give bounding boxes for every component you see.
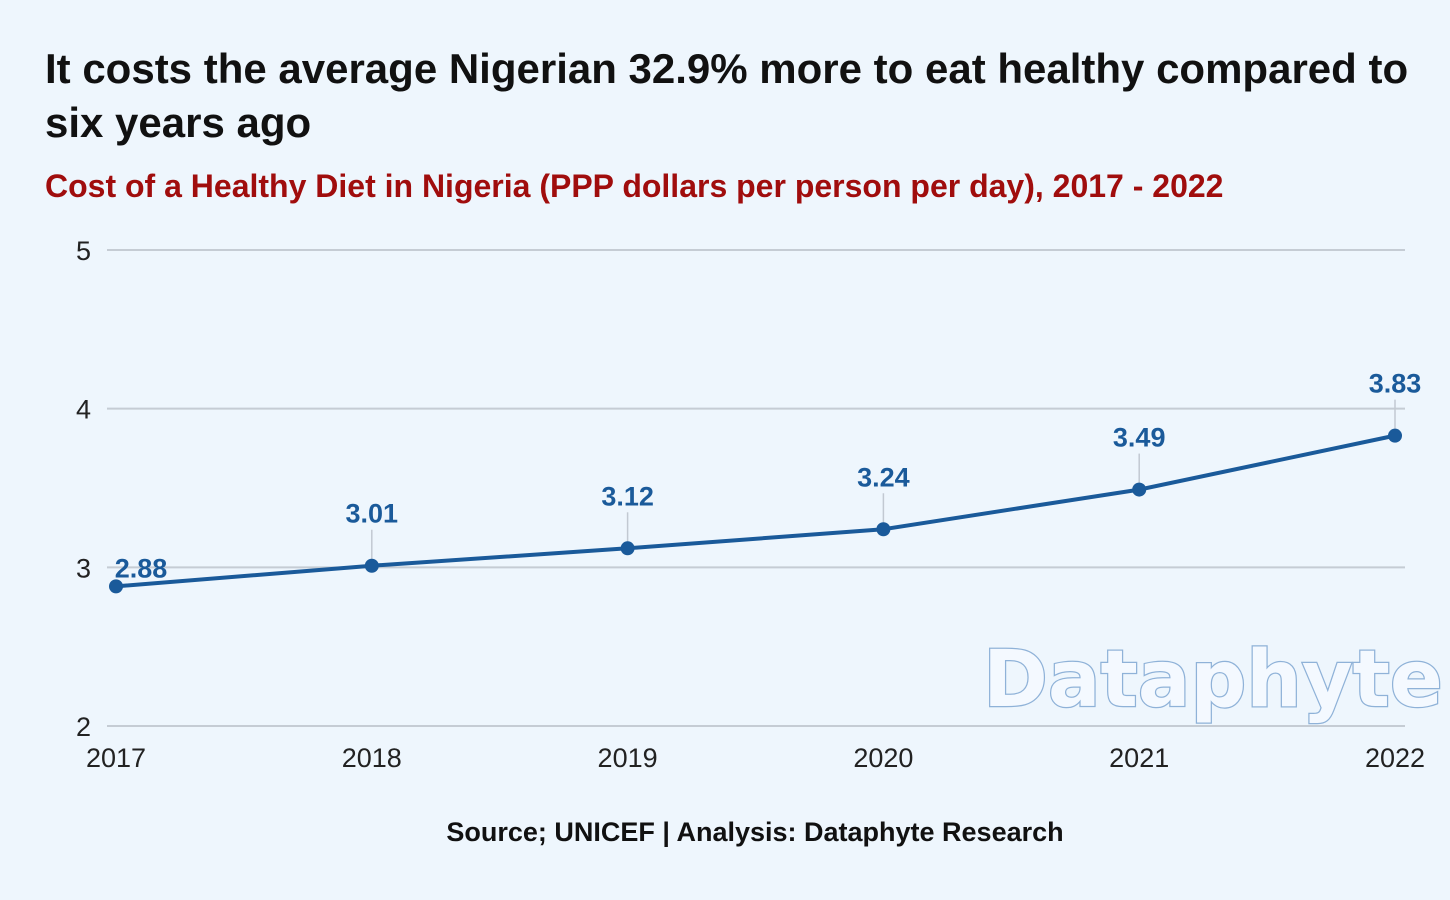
data-point [1388, 428, 1402, 443]
y-axis-tick-labels: 2 3 4 5 [76, 236, 91, 742]
label-leader-lines [371, 399, 1396, 560]
x-tick-label: 2022 [1365, 743, 1425, 773]
y-tick-label: 4 [76, 395, 91, 425]
chart-headline: It costs the average Nigerian 32.9% more… [45, 45, 1409, 146]
data-label: 2.88 [115, 553, 168, 583]
data-label: 3.01 [346, 499, 399, 529]
x-axis-tick-labels: 2017 2018 2019 2020 2021 2022 [86, 743, 1425, 773]
data-label: 3.49 [1113, 423, 1166, 453]
data-points [109, 428, 1402, 594]
watermark-group: Dataphyte [982, 634, 1444, 727]
series-line [114, 433, 1397, 589]
data-point [1132, 482, 1147, 497]
data-point [620, 541, 635, 556]
data-point [364, 558, 379, 573]
y-tick-label: 2 [76, 712, 91, 742]
y-tick-label: 5 [76, 236, 91, 266]
dataphyte-watermark: Dataphyte [983, 635, 1443, 725]
series-line-group [114, 433, 1397, 589]
data-point [109, 579, 123, 594]
source-note: Source; UNICEF | Analysis: Dataphyte Res… [446, 817, 1064, 847]
data-label: 3.83 [1369, 369, 1422, 399]
x-tick-label: 2017 [86, 743, 146, 773]
data-point [876, 522, 891, 537]
x-tick-label: 2018 [342, 743, 402, 773]
y-tick-label: 3 [76, 553, 91, 583]
x-tick-label: 2019 [598, 743, 658, 773]
data-label: 3.12 [601, 481, 654, 511]
chart-subtitle: Cost of a Healthy Diet in Nigeria (PPP d… [45, 168, 1224, 204]
x-tick-label: 2020 [853, 743, 913, 773]
data-labels: 2.88 3.01 3.12 3.24 3.49 3.83 [115, 369, 1422, 584]
x-tick-label: 2021 [1109, 743, 1169, 773]
gridlines [107, 249, 1405, 727]
data-label: 3.24 [857, 462, 910, 492]
